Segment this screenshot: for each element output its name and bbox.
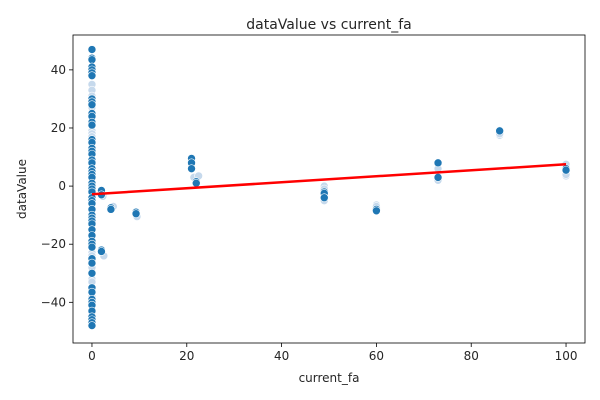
data-point	[131, 209, 141, 218]
y-tick-label: 0	[58, 179, 66, 193]
data-point	[87, 100, 97, 110]
plot-area	[87, 45, 571, 330]
y-tick-label: 20	[51, 121, 66, 135]
data-point	[495, 126, 504, 136]
data-point	[87, 268, 97, 278]
data-point	[433, 173, 443, 182]
x-tick-label: 60	[369, 349, 384, 363]
x-tick-label: 80	[464, 349, 479, 363]
data-point	[372, 206, 381, 216]
data-point	[87, 55, 97, 64]
data-point	[87, 45, 97, 54]
y-tick-label: 40	[51, 63, 66, 77]
y-axis: −40 −20 0 20 40	[41, 63, 73, 309]
data-point	[87, 242, 97, 252]
data-point	[191, 178, 201, 188]
data-point	[97, 247, 106, 256]
y-tick-label: −20	[41, 237, 66, 251]
y-tick-label: −40	[41, 295, 66, 309]
axes-frame	[72, 34, 586, 344]
x-tick-label: 0	[88, 349, 96, 363]
y-axis-label: dataValue	[15, 159, 29, 219]
data-point	[87, 321, 97, 330]
data-point	[187, 164, 196, 173]
data-point	[106, 205, 116, 214]
data-point	[87, 71, 97, 80]
regression-line	[91, 163, 567, 196]
data-point	[87, 287, 97, 297]
x-axis-label: current_fa	[299, 371, 360, 385]
data-point	[87, 258, 97, 268]
x-tick-label: 40	[274, 349, 289, 363]
data-point	[433, 158, 443, 168]
x-tick-label: 20	[179, 349, 194, 363]
data-point	[319, 193, 329, 203]
data-point	[87, 120, 97, 130]
x-axis: 0 20 40 60 80 100	[88, 343, 577, 363]
chart-title: dataValue vs current_fa	[246, 17, 411, 33]
data-point	[561, 165, 571, 175]
x-tick-label: 100	[555, 349, 578, 363]
